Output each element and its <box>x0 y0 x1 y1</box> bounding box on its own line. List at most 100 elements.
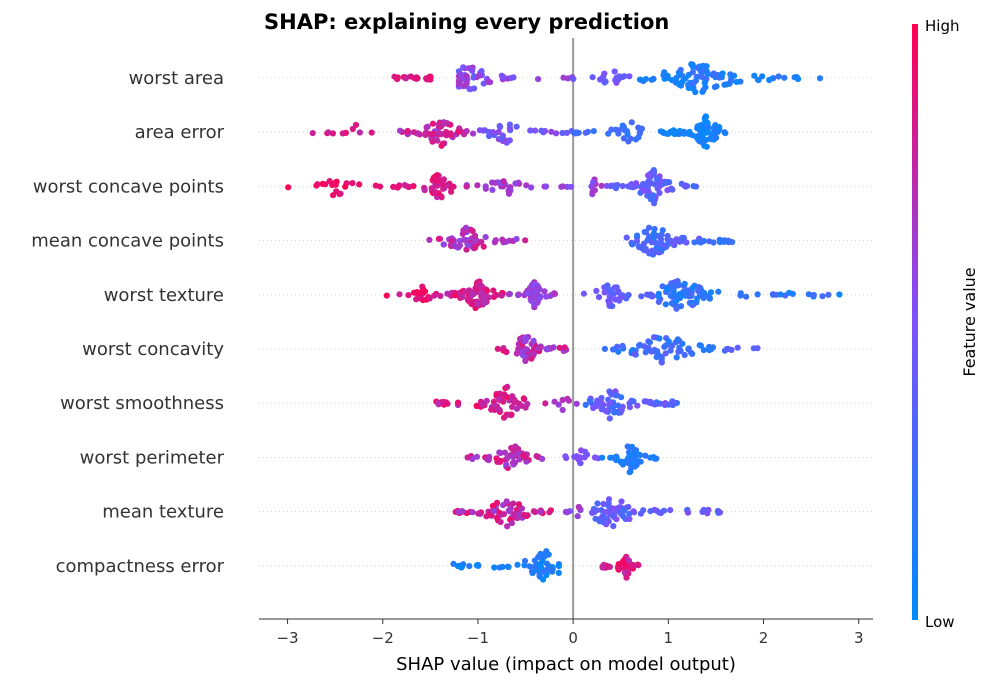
shap-point <box>490 287 497 294</box>
shap-point <box>510 500 517 507</box>
shap-point <box>646 233 653 240</box>
shap-point <box>473 453 481 460</box>
shap-point <box>642 452 649 459</box>
shap-point <box>591 454 599 461</box>
shap-point <box>504 383 511 390</box>
shap-point <box>532 127 539 134</box>
shap-point <box>430 130 437 137</box>
shap-point <box>621 507 628 514</box>
feature-row-points <box>450 548 642 583</box>
shap-point <box>454 128 462 135</box>
shap-point <box>541 127 549 135</box>
shap-point <box>512 180 519 187</box>
shap-point <box>681 351 688 359</box>
shap-point <box>426 236 433 243</box>
shap-point <box>638 125 646 132</box>
feature-labels: worst area area error worst concave points… <box>31 68 224 577</box>
shap-point <box>495 128 502 136</box>
shap-point <box>431 188 438 195</box>
shap-point <box>677 303 685 310</box>
shap-point <box>582 448 589 455</box>
x-tick-label: −1 <box>467 629 489 647</box>
shap-point <box>669 186 676 193</box>
shap-point <box>421 187 428 194</box>
shap-point <box>624 443 631 450</box>
shap-point <box>572 130 579 137</box>
shap-point <box>619 182 626 190</box>
shap-point <box>659 227 666 234</box>
shap-point <box>670 127 677 134</box>
x-tick-label: −3 <box>276 629 298 647</box>
feature-row-points <box>426 224 736 258</box>
shap-point <box>660 507 668 514</box>
shap-point <box>725 239 732 246</box>
shap-point <box>452 292 459 299</box>
shap-point <box>563 508 571 516</box>
shap-point <box>424 123 431 130</box>
shap-point <box>498 72 505 79</box>
shap-point <box>601 345 609 352</box>
shap-point <box>607 183 614 190</box>
shap-point <box>819 293 826 300</box>
shap-point <box>716 509 724 516</box>
shap-point <box>793 74 800 81</box>
shap-point <box>619 342 626 349</box>
shap-point <box>577 459 584 466</box>
shap-point <box>641 398 648 405</box>
shap-point <box>728 346 735 353</box>
x-tick-label: 1 <box>664 629 674 647</box>
shap-point <box>500 414 508 421</box>
feature-row-points <box>285 167 700 207</box>
shap-point <box>652 181 659 188</box>
shap-point <box>555 563 563 570</box>
shap-point <box>594 500 601 507</box>
shap-point <box>611 68 618 75</box>
feature-label: worst concavity <box>82 339 224 360</box>
shap-point <box>825 291 832 298</box>
feature-row-points <box>452 496 724 530</box>
shap-point <box>405 183 412 190</box>
shap-point <box>703 124 710 131</box>
shap-point <box>456 242 463 249</box>
shap-point <box>474 301 481 308</box>
shap-point <box>356 129 363 136</box>
shap-point <box>615 130 622 137</box>
shap-point <box>759 73 766 80</box>
shap-point <box>697 342 705 349</box>
shap-point <box>505 563 512 571</box>
shap-point <box>673 354 680 361</box>
shap-point <box>500 178 507 185</box>
shap-point <box>489 502 496 509</box>
shap-point <box>532 508 539 516</box>
shap-point <box>589 74 596 81</box>
feature-label: compactness error <box>56 556 225 577</box>
shap-point <box>657 128 664 135</box>
shap-point <box>509 453 517 461</box>
shap-point <box>629 241 636 248</box>
shap-point <box>285 184 292 191</box>
shap-point <box>570 75 577 83</box>
shap-point <box>522 357 529 365</box>
shap-point <box>701 79 708 87</box>
shap-point <box>582 401 589 408</box>
shap-point <box>531 289 539 296</box>
feature-label: worst concave points <box>33 176 224 197</box>
shap-point <box>676 295 684 302</box>
shap-point <box>627 135 634 142</box>
shap-point <box>477 289 485 296</box>
shap-point <box>733 78 740 85</box>
shap-point <box>559 129 566 137</box>
shap-point <box>337 190 344 197</box>
shap-point <box>613 516 620 523</box>
shap-point <box>559 396 566 404</box>
shap-point <box>722 130 729 137</box>
shap-point <box>454 563 461 570</box>
shap-point <box>700 129 707 137</box>
shap-point <box>429 138 436 145</box>
shap-point <box>463 183 470 190</box>
shap-point <box>686 288 693 296</box>
shap-point <box>620 135 628 142</box>
shap-point <box>648 292 656 299</box>
shap-point <box>690 79 698 86</box>
shap-point <box>559 406 566 414</box>
